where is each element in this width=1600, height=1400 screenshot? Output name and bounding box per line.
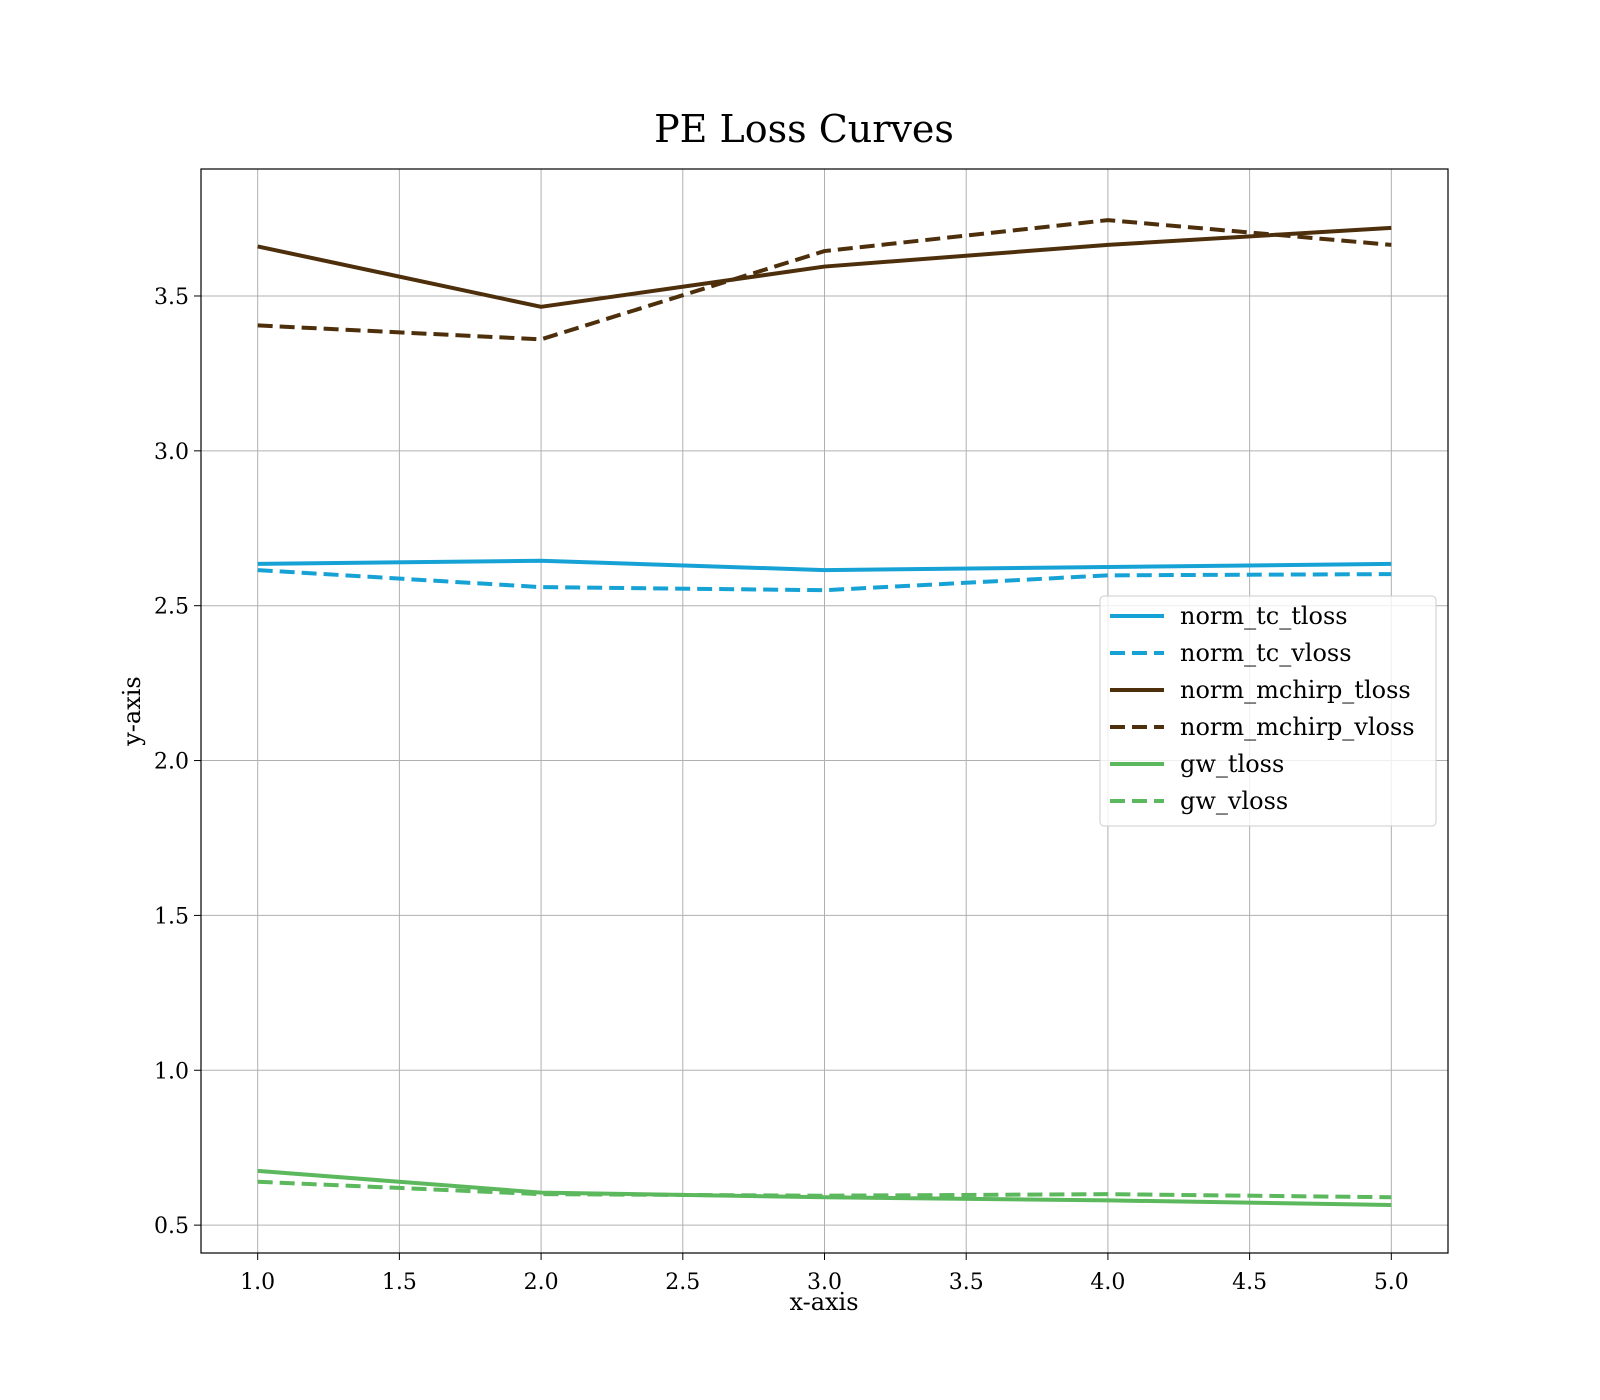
- series-line-gw-vloss: [257, 1179, 1392, 1200]
- y-tick-label: 3.5: [154, 285, 189, 310]
- series-line-gw-tloss: [257, 1168, 1392, 1207]
- axis-ticks: 1.0 1.5 2.0 2.5 3.0 3.5 4.0 4.5 5.0 0.5 1.0 1.5 2.0 2…: [154, 285, 1409, 1295]
- series-line-norm-tc-tloss: [257, 558, 1392, 573]
- x-tick-label: 2.5: [665, 1270, 700, 1295]
- legend: norm_tc_tloss norm_tc_vloss norm_mchirp_tl…: [1099, 595, 1437, 827]
- series-line-norm-mchirp-tloss: [257, 225, 1392, 309]
- series-line-norm-tc-vloss: [257, 568, 1392, 593]
- x-tick-label: 1.0: [240, 1270, 275, 1295]
- x-tick-label: 2.0: [524, 1270, 559, 1295]
- legend-entry-label: gw_vloss: [1180, 787, 1288, 815]
- y-tick-label: 2.0: [154, 750, 189, 775]
- x-tick-label: 4.0: [1090, 1270, 1125, 1295]
- plot-area: [257, 218, 1392, 1207]
- y-axis-title: y-axis: [118, 676, 146, 747]
- x-tick-label: 5.0: [1374, 1270, 1409, 1295]
- y-tick-label: 2.5: [154, 595, 189, 620]
- x-tick-label: 4.5: [1232, 1270, 1267, 1295]
- y-tick-label: 1.5: [154, 904, 189, 929]
- y-tick-label: 3.0: [154, 440, 189, 465]
- legend-entry-label: norm_mchirp_vloss: [1180, 713, 1415, 741]
- x-tick-label: 3.0: [807, 1270, 842, 1295]
- x-axis-title: x-axis: [789, 1288, 858, 1316]
- legend-entry-label: norm_mchirp_tloss: [1180, 676, 1411, 704]
- legend-entry-label: norm_tc_tloss: [1180, 602, 1348, 630]
- chart-title: PE Loss Curves: [654, 107, 954, 151]
- legend-box: [1099, 595, 1437, 827]
- y-tick-label: 1.0: [154, 1059, 189, 1084]
- x-tick-label: 3.5: [949, 1270, 984, 1295]
- y-tick-label: 0.5: [154, 1214, 189, 1239]
- x-tick-label: 1.5: [382, 1270, 417, 1295]
- legend-entry-label: norm_tc_vloss: [1180, 639, 1352, 667]
- legend-entry-label: gw_tloss: [1180, 750, 1284, 778]
- series-line-norm-mchirp-vloss: [257, 218, 1392, 342]
